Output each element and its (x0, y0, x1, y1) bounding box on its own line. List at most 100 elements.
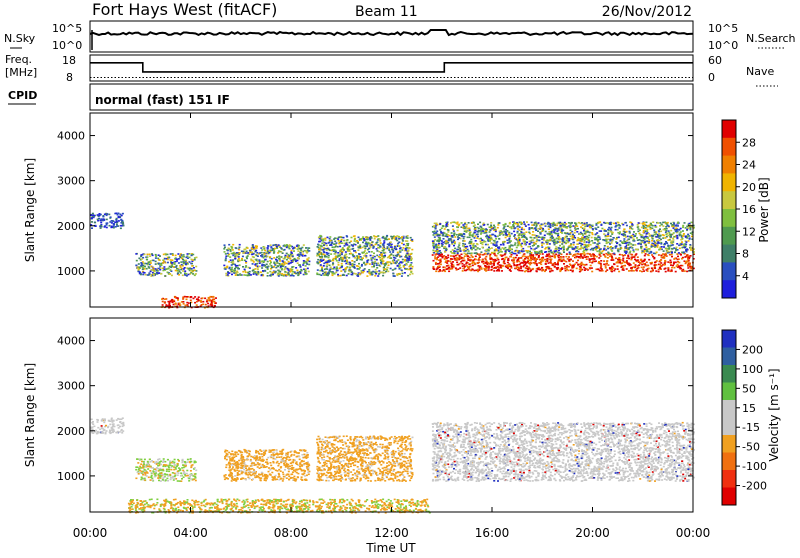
heatmap-cell (340, 241, 342, 243)
heatmap-cell (676, 235, 678, 237)
heatmap-cell (247, 252, 249, 254)
heatmap-cell (366, 275, 368, 277)
heatmap-cell (267, 246, 269, 248)
heatmap-cell (454, 243, 456, 245)
heatmap-cell (570, 269, 572, 271)
heatmap-cell (527, 258, 529, 260)
heatmap-cell (354, 239, 356, 241)
heatmap-cell (184, 270, 186, 272)
heatmap-cell (572, 235, 574, 237)
heatmap-cell (445, 248, 447, 250)
heatmap-cell (632, 249, 634, 251)
heatmap-cell (320, 259, 322, 261)
heatmap-cell (580, 257, 582, 259)
heatmap-cell (90, 214, 92, 216)
heatmap-cell (552, 270, 554, 272)
heatmap-cell (443, 269, 445, 271)
heatmap-cell (293, 250, 295, 252)
heatmap-cell (224, 251, 226, 253)
heatmap-cell (119, 419, 121, 421)
heatmap-cell (346, 275, 348, 277)
heatmap-cell (626, 231, 628, 233)
heatmap-cell (536, 271, 538, 273)
heatmap-cell (475, 256, 477, 258)
heatmap-cell (687, 267, 689, 269)
heatmap-cell (495, 231, 497, 233)
heatmap-cell (674, 258, 676, 260)
power-panel-frame (90, 113, 693, 307)
heatmap-cell (316, 273, 318, 275)
heatmap-cell (318, 249, 320, 251)
heatmap-cell (560, 256, 562, 258)
heatmap-cell (91, 221, 93, 223)
heatmap-cell (249, 267, 251, 269)
heatmap-cell (495, 238, 497, 240)
heatmap-cell (362, 252, 364, 254)
heatmap-cell (534, 251, 536, 253)
heatmap-cell (371, 251, 373, 253)
heatmap-cell (389, 261, 391, 263)
beam-label: Beam 11 (355, 4, 418, 20)
heatmap-cell (174, 296, 176, 298)
heatmap-cell (651, 271, 653, 273)
heatmap-cell (555, 233, 557, 235)
heatmap-cell (167, 259, 169, 261)
heatmap-cell (333, 268, 335, 270)
heatmap-cell (256, 252, 258, 254)
heatmap-cell (244, 269, 246, 271)
heatmap-cell (571, 222, 573, 224)
heatmap-cell (296, 270, 298, 272)
heatmap-cell (591, 267, 593, 269)
heatmap-cell (687, 235, 689, 237)
heatmap-cell (388, 249, 390, 251)
heatmap-cell (238, 254, 240, 256)
heatmap-cell (685, 236, 687, 238)
heatmap-cell (327, 260, 329, 262)
heatmap-cell (245, 262, 247, 264)
heatmap-cell (529, 264, 531, 266)
heatmap-cell (521, 249, 523, 251)
heatmap-cell (100, 227, 102, 229)
heatmap-cell (410, 237, 412, 239)
heatmap-cell (215, 297, 217, 299)
heatmap-cell (237, 272, 239, 274)
heatmap-cell (521, 246, 523, 248)
heatmap-cell (609, 256, 611, 258)
heatmap-cell (148, 266, 150, 268)
heatmap-cell (509, 223, 511, 225)
heatmap-cell (373, 266, 375, 268)
heatmap-cell (575, 228, 577, 230)
heatmap-cell (386, 239, 388, 241)
heatmap-cell (171, 259, 173, 261)
heatmap-cell (320, 235, 322, 237)
heatmap-cell (549, 255, 551, 257)
heatmap-cell (438, 265, 440, 267)
heatmap-cell (682, 269, 684, 271)
heatmap-cell (329, 236, 331, 238)
heatmap-cell (593, 254, 595, 256)
heatmap-cell (678, 245, 680, 247)
heatmap-cell (532, 231, 534, 233)
heatmap-cell (388, 238, 390, 240)
heatmap-cell (463, 257, 465, 259)
heatmap-cell (395, 248, 397, 250)
heatmap-cell (643, 260, 645, 262)
heatmap-cell (308, 271, 310, 273)
heatmap-cell (594, 242, 596, 244)
freq-trace (90, 63, 693, 72)
heatmap-cell (546, 239, 548, 241)
heatmap-cell (518, 234, 520, 236)
heatmap-cell (475, 240, 477, 242)
heatmap-cell (670, 261, 672, 263)
heatmap-cell (474, 228, 476, 230)
heatmap-cell (682, 225, 684, 227)
heatmap-cell (376, 271, 378, 273)
heatmap-cell (590, 265, 592, 267)
heatmap-cell (405, 245, 407, 247)
heatmap-cell (529, 268, 531, 270)
heatmap-cell (559, 253, 561, 255)
heatmap-cell (231, 267, 233, 269)
heatmap-cell (441, 245, 443, 247)
heatmap-cell (396, 255, 398, 257)
heatmap-cell (239, 264, 241, 266)
